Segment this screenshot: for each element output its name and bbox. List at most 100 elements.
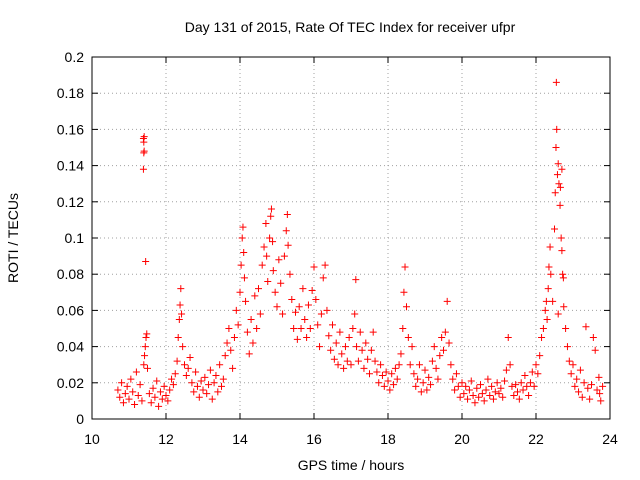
data-point xyxy=(186,353,194,361)
data-point xyxy=(480,397,488,405)
data-point xyxy=(501,377,509,385)
x-tick-label: 20 xyxy=(454,431,470,447)
data-point xyxy=(378,372,386,380)
data-point xyxy=(341,343,349,351)
data-point xyxy=(514,388,521,396)
data-point xyxy=(178,310,186,318)
y-tick-label: 0.12 xyxy=(57,194,84,210)
data-point xyxy=(147,399,155,407)
data-point xyxy=(323,306,331,314)
data-point xyxy=(297,325,305,332)
data-point xyxy=(406,361,414,369)
x-tick-label: 24 xyxy=(602,431,618,447)
y-tick-label: 0 xyxy=(76,411,84,427)
data-point xyxy=(584,384,592,392)
data-point xyxy=(347,361,355,369)
data-point xyxy=(343,357,351,365)
data-point xyxy=(559,270,567,278)
data-point xyxy=(408,343,416,351)
data-point xyxy=(552,78,560,86)
data-point xyxy=(559,274,567,282)
data-point xyxy=(538,334,546,342)
data-point xyxy=(164,397,172,405)
data-point xyxy=(304,301,312,309)
data-point xyxy=(166,386,174,394)
data-point xyxy=(334,361,342,369)
data-point xyxy=(153,377,161,385)
data-point xyxy=(530,382,538,390)
data-point xyxy=(441,328,449,336)
data-point xyxy=(388,370,396,378)
data-point xyxy=(242,297,250,305)
data-point xyxy=(218,382,225,390)
data-point xyxy=(156,388,164,396)
data-point xyxy=(369,328,377,336)
data-point xyxy=(543,315,551,323)
data-point xyxy=(428,357,436,365)
data-point xyxy=(393,375,401,383)
data-point xyxy=(582,323,590,331)
data-point xyxy=(264,277,272,285)
data-point xyxy=(116,393,124,401)
data-point xyxy=(310,263,318,271)
data-point xyxy=(266,234,274,242)
data-point xyxy=(563,343,571,351)
data-point xyxy=(427,381,435,389)
data-point xyxy=(303,334,311,342)
data-point xyxy=(144,364,151,372)
data-point xyxy=(515,395,523,403)
data-point xyxy=(290,325,298,332)
data-point xyxy=(591,346,599,354)
data-point xyxy=(238,234,246,242)
data-point xyxy=(488,382,496,390)
data-point xyxy=(260,243,268,251)
chart-title: Day 131 of 2015, Rate Of TEC Index for r… xyxy=(185,19,516,35)
data-point xyxy=(240,274,248,282)
data-point xyxy=(256,310,264,318)
data-point xyxy=(506,361,514,369)
data-point xyxy=(360,364,368,372)
data-point xyxy=(197,377,205,385)
data-point xyxy=(467,377,475,385)
data-point xyxy=(206,366,214,374)
data-point xyxy=(421,366,429,374)
data-point xyxy=(546,243,554,251)
plot-frame xyxy=(91,56,611,420)
data-point xyxy=(284,241,292,249)
data-point xyxy=(351,310,359,318)
data-point xyxy=(142,334,150,342)
data-point xyxy=(275,256,283,264)
data-point xyxy=(430,343,438,351)
data-point xyxy=(391,364,399,372)
data-point xyxy=(230,334,238,342)
data-point xyxy=(377,361,385,369)
data-point xyxy=(227,346,235,354)
data-point xyxy=(573,375,581,383)
data-point xyxy=(179,343,187,351)
data-point xyxy=(599,382,607,390)
data-point xyxy=(316,343,324,351)
data-point xyxy=(349,325,357,332)
data-point xyxy=(232,306,240,314)
data-point xyxy=(504,334,512,342)
data-point xyxy=(247,315,255,323)
data-point xyxy=(482,386,490,394)
data-point xyxy=(497,384,505,392)
data-point xyxy=(127,375,135,383)
data-point xyxy=(205,381,213,389)
data-point xyxy=(553,171,561,179)
data-point xyxy=(253,325,261,332)
data-point xyxy=(279,310,287,318)
data-point xyxy=(119,399,127,407)
y-tick-label: 0.18 xyxy=(57,85,84,101)
data-point xyxy=(114,386,122,394)
data-point xyxy=(251,292,259,300)
data-point xyxy=(169,381,177,389)
data-point xyxy=(258,261,266,269)
data-point xyxy=(125,395,133,403)
y-axis-label: ROTI / TECUs xyxy=(5,193,21,283)
data-point xyxy=(508,382,516,390)
data-point xyxy=(458,379,466,387)
data-point xyxy=(177,285,185,293)
data-point xyxy=(432,364,440,372)
